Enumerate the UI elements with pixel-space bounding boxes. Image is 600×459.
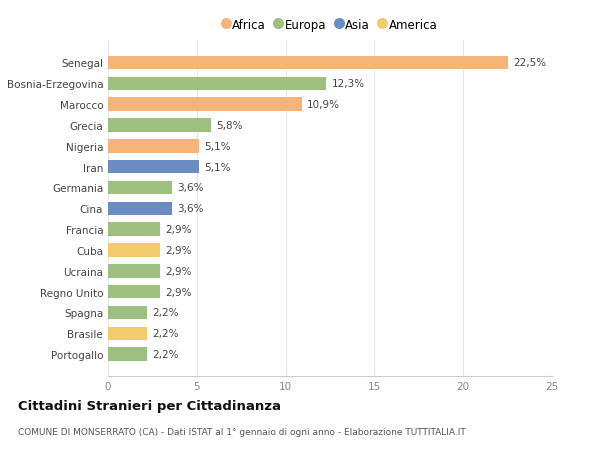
Bar [108, 223, 160, 236]
Bar [108, 264, 160, 278]
Bar [108, 56, 508, 70]
Text: 5,8%: 5,8% [217, 121, 243, 131]
Bar [108, 181, 172, 195]
Text: 2,9%: 2,9% [165, 224, 191, 235]
Text: 10,9%: 10,9% [307, 100, 340, 110]
Bar [108, 119, 211, 133]
Text: 5,1%: 5,1% [204, 162, 230, 172]
Bar [108, 327, 147, 341]
Bar [108, 140, 199, 153]
Text: COMUNE DI MONSERRATO (CA) - Dati ISTAT al 1° gennaio di ogni anno - Elaborazione: COMUNE DI MONSERRATO (CA) - Dati ISTAT a… [18, 427, 466, 436]
Text: 2,2%: 2,2% [152, 308, 179, 318]
Bar [108, 347, 147, 361]
Bar [108, 202, 172, 216]
Text: 22,5%: 22,5% [513, 58, 546, 68]
Text: 3,6%: 3,6% [177, 183, 204, 193]
Bar [108, 98, 302, 112]
Text: 12,3%: 12,3% [332, 79, 365, 89]
Bar [108, 285, 160, 299]
Bar [108, 244, 160, 257]
Text: 2,2%: 2,2% [152, 349, 179, 359]
Text: 2,9%: 2,9% [165, 266, 191, 276]
Text: 2,2%: 2,2% [152, 329, 179, 339]
Bar [108, 77, 326, 91]
Legend: Africa, Europa, Asia, America: Africa, Europa, Asia, America [223, 19, 437, 32]
Bar [108, 161, 199, 174]
Bar [108, 306, 147, 319]
Text: 5,1%: 5,1% [204, 141, 230, 151]
Text: Cittadini Stranieri per Cittadinanza: Cittadini Stranieri per Cittadinanza [18, 399, 281, 412]
Text: 2,9%: 2,9% [165, 246, 191, 255]
Text: 3,6%: 3,6% [177, 204, 204, 214]
Text: 2,9%: 2,9% [165, 287, 191, 297]
